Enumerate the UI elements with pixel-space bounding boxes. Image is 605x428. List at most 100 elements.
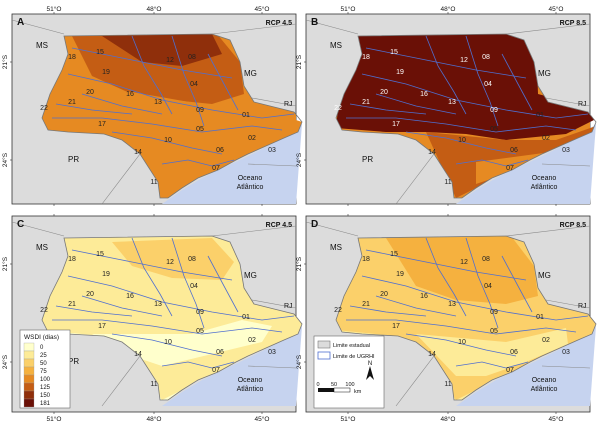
ugrhi-boundary bbox=[52, 319, 283, 335]
ugrhi-boundary bbox=[111, 333, 223, 357]
ugrhi-label: 13 bbox=[448, 99, 456, 106]
panel-letter: D bbox=[311, 219, 318, 230]
lon-tick-label: 45°O bbox=[549, 5, 564, 13]
ugrhi-label: 20 bbox=[86, 89, 94, 96]
legend-swatch bbox=[23, 382, 35, 392]
ocean-area bbox=[456, 326, 596, 406]
ugrhi-boundary bbox=[55, 103, 133, 115]
ugrhi-label: 13 bbox=[448, 301, 456, 308]
region-mg: MG bbox=[244, 271, 257, 280]
ugrhi-label: 22 bbox=[334, 307, 342, 314]
ugrhi-label: 01 bbox=[242, 112, 250, 119]
region-ms: MS bbox=[330, 41, 342, 50]
lon-tick-label: 48°O bbox=[441, 415, 456, 423]
region-rj: RJ bbox=[284, 303, 293, 310]
wsdi-zone bbox=[42, 236, 302, 400]
ugrhi-label: 02 bbox=[542, 337, 550, 344]
ugrhi-label: 19 bbox=[396, 271, 404, 278]
region-ms: MS bbox=[36, 41, 48, 50]
ugrhi-label: 20 bbox=[380, 291, 388, 298]
ugrhi-boundary bbox=[55, 305, 133, 317]
ugrhi-label: 13 bbox=[154, 99, 162, 106]
ugrhi-label: 07 bbox=[212, 165, 220, 172]
region-mg: MG bbox=[244, 69, 257, 78]
state-limit-line bbox=[305, 19, 591, 205]
legend-label: 75 bbox=[40, 369, 47, 375]
ugrhi-label: 19 bbox=[102, 69, 110, 76]
ugrhi-label: 06 bbox=[510, 349, 518, 356]
ugrhi-label: 20 bbox=[380, 89, 388, 96]
lat-tick-label: 21°S bbox=[295, 54, 303, 69]
ugrhi-label: 21 bbox=[68, 99, 76, 106]
ocean-label: Oceano bbox=[238, 377, 263, 384]
state-limit-line bbox=[11, 221, 297, 407]
ugrhi-label: 12 bbox=[460, 259, 468, 266]
ugrhi-label: 03 bbox=[268, 147, 276, 154]
scale-unit-label: km bbox=[354, 389, 362, 395]
lat-tick-label: 24°S bbox=[295, 354, 303, 369]
legend-label: 181 bbox=[40, 401, 51, 407]
ugrhi-label: 11 bbox=[150, 381, 157, 388]
ugrhi-label: 04 bbox=[190, 81, 198, 88]
legend-swatch bbox=[23, 350, 35, 360]
wsdi-zone bbox=[102, 34, 222, 66]
ocean-label: Oceano bbox=[238, 175, 263, 182]
ugrhi-label: 21 bbox=[68, 301, 76, 308]
legend-swatch bbox=[23, 390, 35, 400]
region-ms: MS bbox=[36, 243, 48, 252]
ocean-label: Atlântico bbox=[237, 184, 264, 191]
lon-tick-label: 51°O bbox=[47, 415, 62, 423]
ugrhi-boundary bbox=[71, 249, 233, 281]
ugrhi-label: 13 bbox=[154, 301, 162, 308]
ugrhi-boundary bbox=[81, 295, 163, 317]
ugrhi-label: 18 bbox=[68, 54, 76, 61]
ugrhi-label: 16 bbox=[420, 293, 428, 300]
lon-tick-label: 51°O bbox=[341, 415, 356, 423]
ugrhi-boundary bbox=[346, 117, 577, 133]
ugrhi-label: 11 bbox=[444, 179, 451, 186]
region-ms: MS bbox=[330, 243, 342, 252]
ugrhi-label: 07 bbox=[212, 367, 220, 374]
ugrhi-label: 01 bbox=[242, 314, 250, 321]
ugrhi-label: 22 bbox=[334, 105, 342, 112]
state-limit-swatch bbox=[317, 340, 331, 349]
lon-tick-label: 51°O bbox=[341, 5, 356, 13]
ugrhi-label: 10 bbox=[458, 339, 466, 346]
ugrhi-label: 14 bbox=[134, 351, 142, 358]
state-outline bbox=[335, 235, 597, 401]
ugrhi-label: 17 bbox=[98, 121, 106, 128]
scale-tick-label: 0 bbox=[316, 382, 319, 388]
lat-tick-label: 21°S bbox=[1, 256, 9, 271]
scale-bar-segment bbox=[318, 388, 334, 392]
north-arrow-icon bbox=[366, 366, 374, 380]
legend-swatch bbox=[23, 358, 35, 368]
ugrhi-label: 16 bbox=[126, 91, 134, 98]
ugrhi-label: 05 bbox=[196, 328, 204, 335]
scenario-label: RCP 4.5 bbox=[266, 222, 292, 229]
ugrhi-label: 10 bbox=[164, 137, 172, 144]
ocean-label: Atlântico bbox=[531, 386, 558, 393]
ugrhi-label: 05 bbox=[490, 126, 498, 133]
ugrhi-label: 09 bbox=[490, 107, 498, 114]
ugrhi-label: 16 bbox=[420, 91, 428, 98]
ugrhi-label: 16 bbox=[126, 293, 134, 300]
ugrhi-boundary bbox=[465, 237, 499, 329]
ugrhi-label: 02 bbox=[248, 337, 256, 344]
lat-tick-label: 24°S bbox=[1, 354, 9, 369]
ugrhi-label: 06 bbox=[216, 147, 224, 154]
wsdi-zone bbox=[42, 84, 302, 198]
legend-label: 50 bbox=[40, 361, 47, 367]
lon-tick-label: 45°O bbox=[255, 5, 270, 13]
ugrhi-boundary bbox=[361, 73, 589, 119]
ugrhi-label: 07 bbox=[506, 165, 514, 172]
lon-tick-label: 48°O bbox=[441, 5, 456, 13]
legend-label: 125 bbox=[40, 385, 51, 391]
panel-letter: C bbox=[17, 219, 24, 230]
ugrhi-label: 09 bbox=[196, 107, 204, 114]
wsdi-zone bbox=[416, 328, 568, 376]
ocean-label: Atlântico bbox=[237, 386, 264, 393]
ugrhi-label: 07 bbox=[506, 367, 514, 374]
ugrhi-limit-label: Limite de UGRHI bbox=[333, 354, 375, 360]
ugrhi-label: 22 bbox=[40, 105, 48, 112]
scale-bar-segment bbox=[333, 387, 351, 393]
